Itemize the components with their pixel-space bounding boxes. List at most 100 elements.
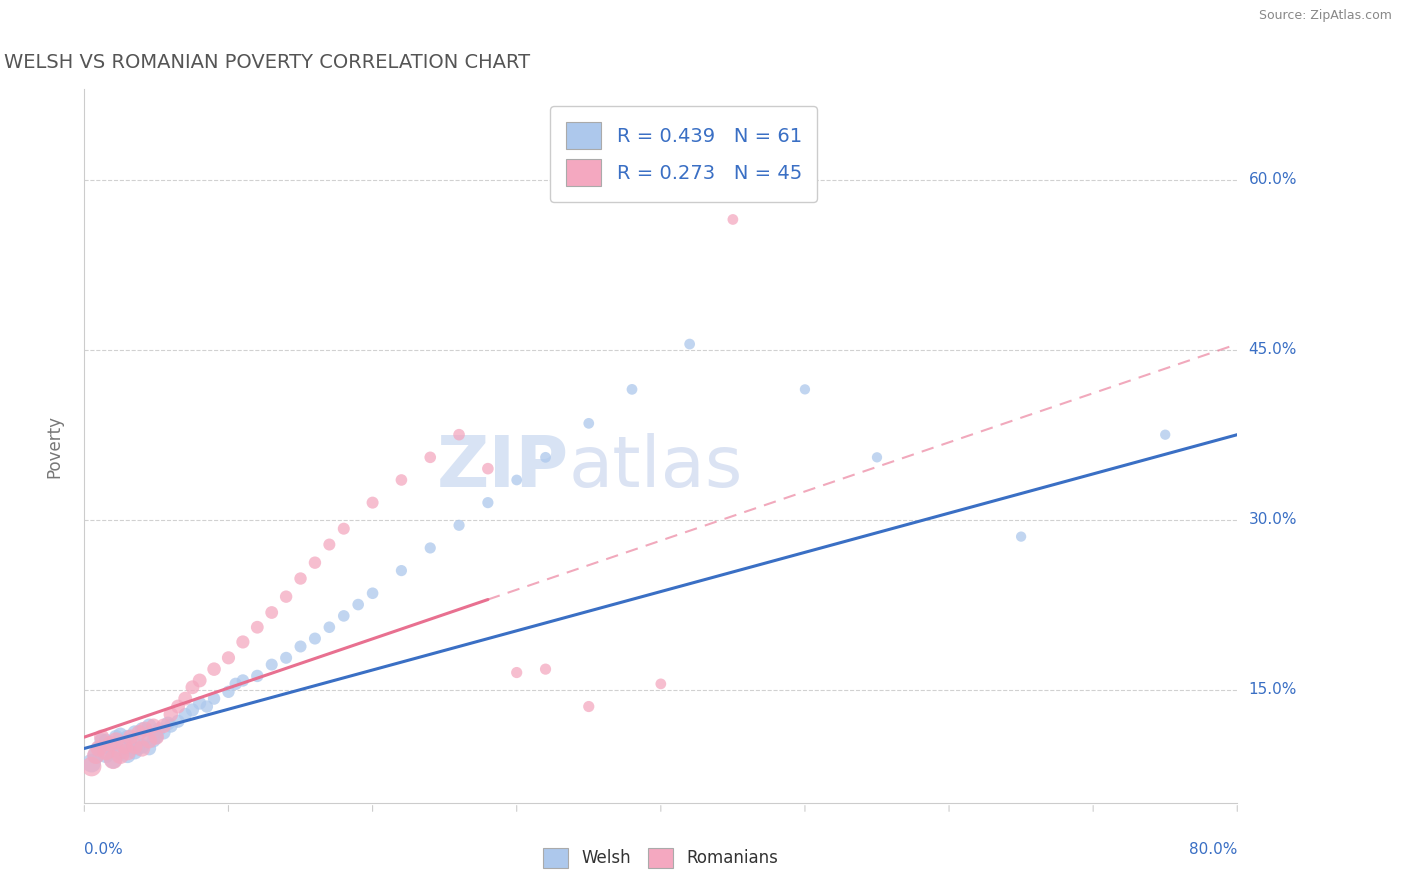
Point: [174, 707, 197, 722]
Point: [128, 725, 150, 739]
Point: [477, 461, 499, 475]
Point: [114, 741, 136, 756]
Point: [160, 707, 183, 722]
Text: atlas: atlas: [568, 433, 742, 502]
Point: [167, 699, 190, 714]
Point: [391, 473, 413, 487]
Point: [391, 564, 413, 578]
Text: WELSH VS ROMANIAN POVERTY CORRELATION CHART: WELSH VS ROMANIAN POVERTY CORRELATION CH…: [4, 54, 530, 72]
Point: [304, 556, 326, 570]
Point: [578, 699, 600, 714]
Point: [127, 741, 149, 756]
Point: [318, 620, 340, 634]
Text: 0.0%: 0.0%: [84, 842, 124, 856]
Point: [332, 608, 354, 623]
Point: [105, 730, 128, 744]
Point: [361, 495, 384, 509]
Point: [318, 537, 340, 551]
Point: [120, 733, 142, 747]
Point: [290, 572, 312, 586]
Text: 60.0%: 60.0%: [1249, 172, 1296, 187]
Point: [181, 680, 204, 694]
Point: [217, 650, 239, 665]
Point: [145, 730, 167, 744]
Point: [110, 745, 132, 759]
Point: [103, 737, 124, 751]
Point: [534, 662, 557, 676]
Point: [678, 337, 700, 351]
Point: [232, 673, 254, 688]
Point: [506, 473, 529, 487]
Text: 30.0%: 30.0%: [1249, 512, 1296, 527]
Point: [131, 741, 153, 756]
Point: [347, 598, 370, 612]
Point: [94, 745, 117, 759]
Point: [131, 739, 153, 754]
Point: [534, 450, 557, 465]
Point: [110, 728, 132, 742]
Point: [506, 665, 529, 680]
Point: [721, 212, 744, 227]
Point: [142, 719, 165, 733]
Point: [103, 753, 124, 767]
Text: 15.0%: 15.0%: [1249, 682, 1296, 697]
Point: [246, 669, 269, 683]
Point: [80, 756, 103, 771]
Point: [202, 691, 225, 706]
Point: [80, 759, 103, 773]
Point: [866, 450, 889, 465]
Point: [87, 741, 110, 756]
Legend: R = 0.439   N = 61, R = 0.273   N = 45: R = 0.439 N = 61, R = 0.273 N = 45: [550, 106, 817, 202]
Point: [260, 657, 283, 672]
Point: [225, 677, 247, 691]
Legend: Welsh, Romanians: Welsh, Romanians: [537, 841, 785, 875]
Point: [98, 737, 121, 751]
Point: [145, 730, 167, 744]
Point: [103, 753, 124, 767]
Point: [188, 673, 211, 688]
Point: [94, 733, 117, 747]
Point: [117, 748, 139, 763]
Point: [1010, 530, 1032, 544]
Point: [477, 495, 499, 509]
Point: [1154, 427, 1177, 442]
Point: [84, 748, 107, 763]
Point: [621, 383, 644, 397]
Point: [195, 699, 218, 714]
Point: [361, 586, 384, 600]
Point: [332, 522, 354, 536]
Point: [152, 725, 174, 739]
Point: [114, 739, 136, 754]
Point: [274, 650, 298, 665]
Point: [90, 733, 112, 747]
Point: [84, 748, 107, 763]
Point: [142, 733, 165, 747]
Point: [304, 632, 326, 646]
Point: [138, 719, 160, 733]
Point: [650, 677, 672, 691]
Point: [419, 450, 441, 465]
Text: ZIP: ZIP: [436, 433, 568, 502]
Text: Source: ZipAtlas.com: Source: ZipAtlas.com: [1258, 9, 1392, 22]
Text: 80.0%: 80.0%: [1189, 842, 1237, 856]
Point: [793, 383, 815, 397]
Point: [447, 427, 470, 442]
Point: [138, 741, 160, 756]
Point: [419, 541, 441, 555]
Point: [124, 725, 146, 739]
Point: [167, 714, 190, 729]
Point: [131, 722, 153, 736]
Point: [181, 703, 204, 717]
Point: [120, 730, 142, 744]
Point: [290, 640, 312, 654]
Point: [87, 741, 110, 756]
Point: [578, 417, 600, 431]
Point: [110, 748, 132, 763]
Point: [90, 730, 112, 744]
Point: [260, 606, 283, 620]
Point: [117, 745, 139, 759]
Point: [98, 741, 121, 756]
Point: [246, 620, 269, 634]
Point: [134, 730, 156, 744]
Point: [274, 590, 298, 604]
